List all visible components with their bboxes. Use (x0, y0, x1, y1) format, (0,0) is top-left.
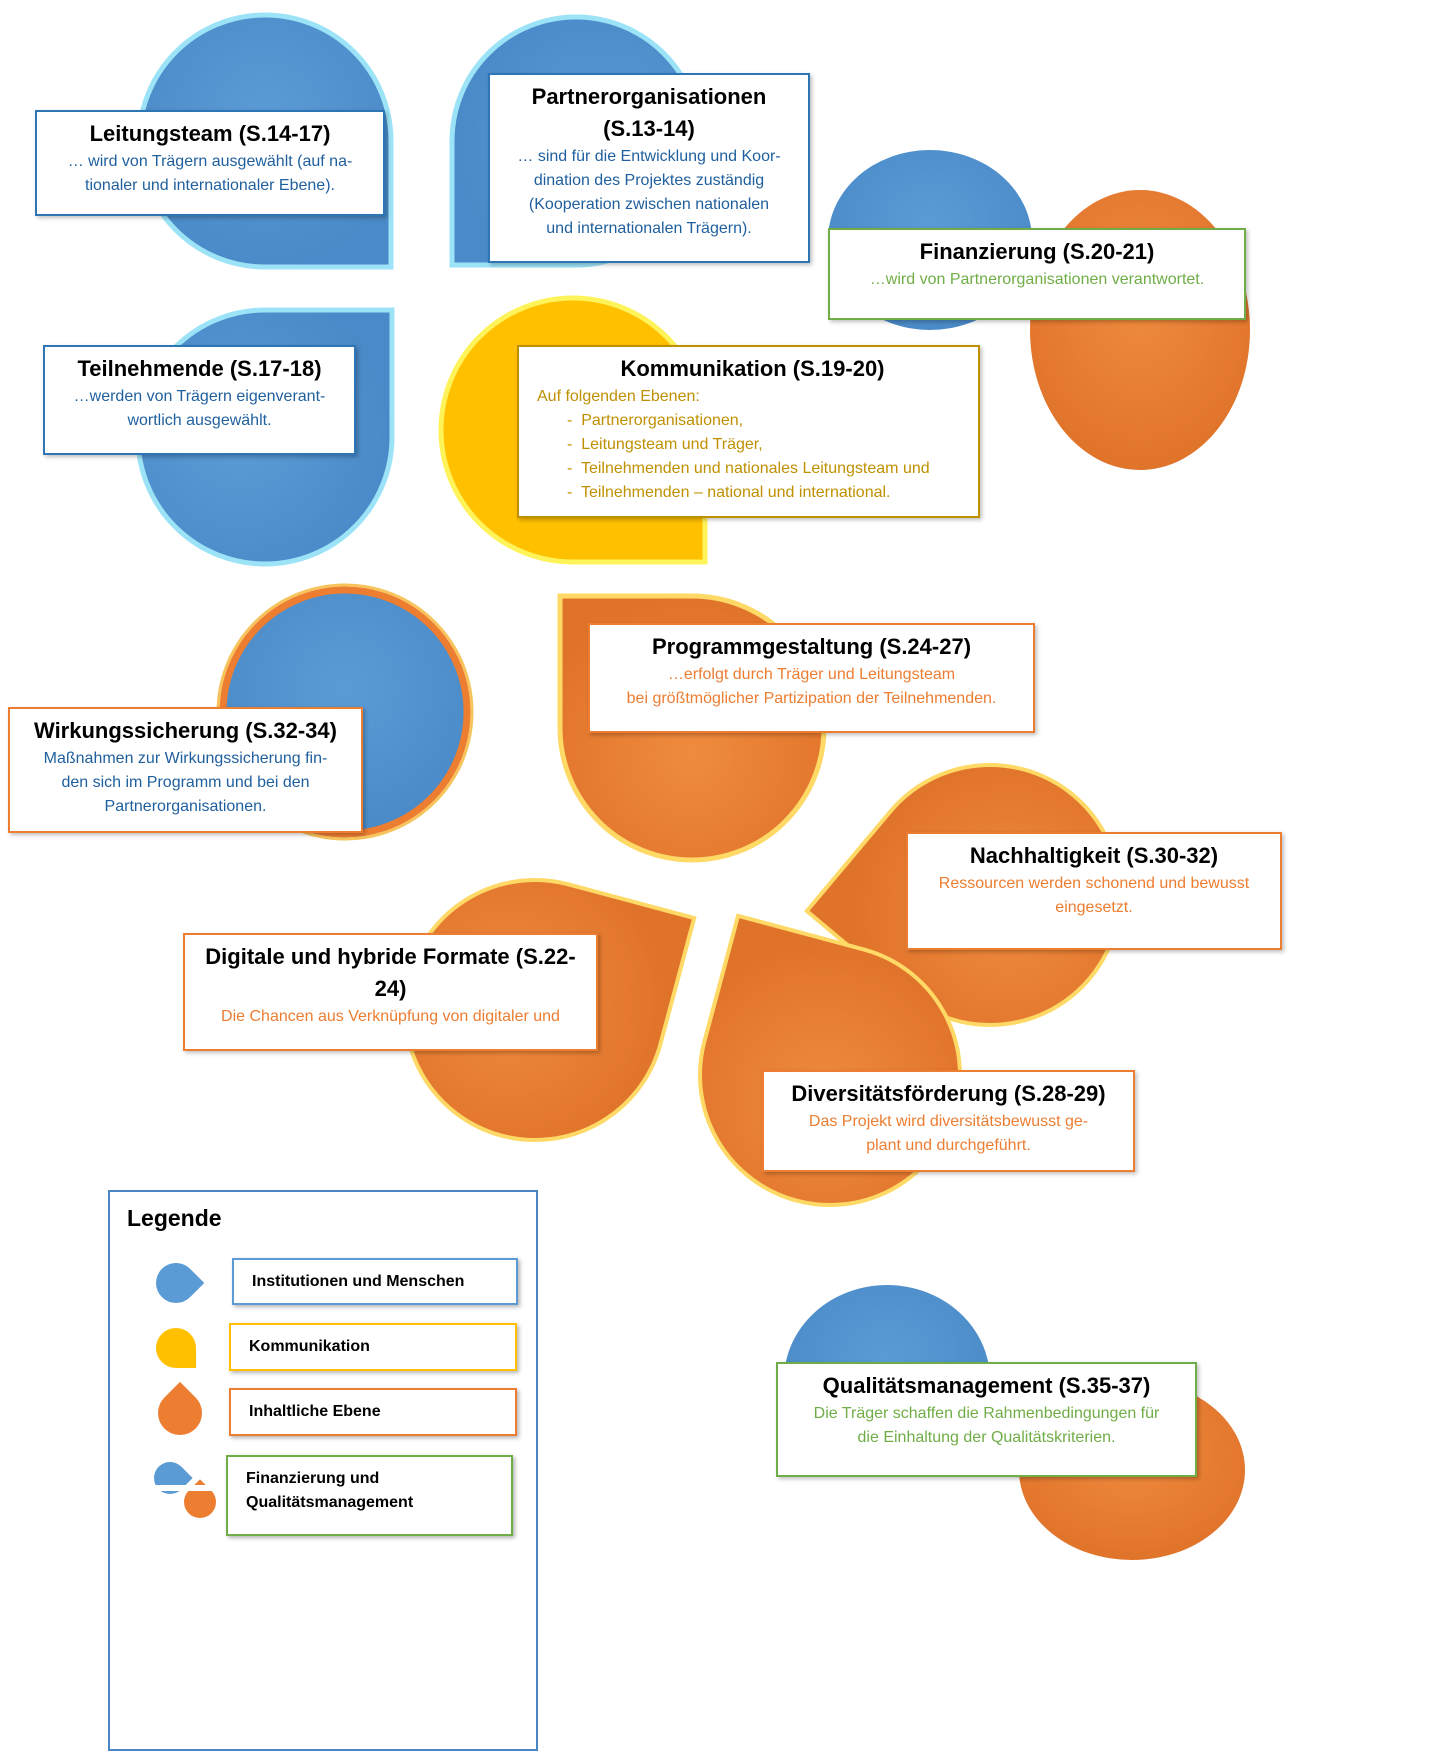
drop-shape (156, 1328, 196, 1368)
node-text: Die Chancen aus Verknüpfung von digitale… (221, 1008, 560, 1025)
node-box: Leitungsteam (S.14-17) … wird von Trägern… (35, 110, 385, 216)
node-text: …wird von Partnerorganisationen verantwo… (869, 271, 1205, 288)
node-title: Teilnehmende (S.17-18) (77, 356, 322, 381)
drop-shape (158, 1381, 202, 1435)
node-text: eingesetzt. (1055, 899, 1133, 916)
list-item: Teilnehmenden und nationales Leitungstea… (567, 457, 968, 481)
node-title: Wirkungssicherung (S.32-34) (34, 718, 337, 743)
node-title: Diversitätsförderung (S.28-29) (791, 1081, 1106, 1106)
node-text: die Einhaltung der Qualitätskriterien. (857, 1429, 1116, 1446)
legend-title: Legende (127, 1205, 222, 1231)
node-text: dination des Projektes zuständig (533, 172, 765, 189)
node-box: Digitale und hybride Formate (S.22-24) Di… (183, 933, 598, 1051)
node-text: bei größtmöglicher Partizipation der Tei… (626, 690, 997, 707)
node-box: Teilnehmende (S.17-18) …werden von Träger… (43, 345, 356, 455)
node-text: …erfolgt durch Träger und Leitungsteam (667, 666, 956, 683)
node-text: Ressourcen werden schonend und bewusst (938, 875, 1250, 892)
node-title: Finanzierung (S.20-21) (919, 239, 1155, 264)
node-title: Partnerorganisationen (S.13-14) (531, 84, 767, 141)
node-text: plant und durchgeführt. (866, 1137, 1031, 1154)
node-text: tionaler und internationaler Ebene). (85, 177, 335, 194)
node-text: wortlich ausgewählt. (127, 412, 272, 429)
node-box: Partnerorganisationen (S.13-14) … sind fü… (488, 73, 810, 263)
node-box: Kommunikation (S.19-20) Auf folgenden Ebe… (517, 345, 980, 518)
node-text: und internationalen Trägern). (546, 220, 752, 237)
list-item: Teilnehmenden – national und internation… (567, 481, 968, 505)
legend-item: Finanzierung und Qualitätsmanagement (226, 1455, 513, 1536)
node-title: Leitungsteam (S.14-17) (89, 121, 331, 146)
legend-item: Inhaltliche Ebene (229, 1388, 517, 1436)
node-text: den sich im Programm und bei den (61, 774, 310, 791)
node-text: …werden von Trägern eigenverant- (73, 388, 326, 405)
node-text: Maßnahmen zur Wirkungssicherung fin- (43, 750, 328, 767)
legend-box (108, 1190, 538, 1751)
legend-item: Institutionen und Menschen (232, 1258, 518, 1305)
node-box: Qualitätsmanagement (S.35-37) Die Träger … (776, 1362, 1197, 1477)
list-item: Leitungsteam und Träger, (567, 433, 968, 457)
node-text: Die Träger schaffen die Rahmenbedingunge… (813, 1405, 1160, 1422)
node-text: Partnerorganisationen. (104, 798, 267, 815)
legend-item: Kommunikation (229, 1323, 517, 1371)
node-title: Kommunikation (S.19-20) (620, 356, 885, 381)
node-list: Partnerorganisationen,Leitungsteam und T… (537, 409, 968, 505)
node-text: (Kooperation zwischen nationalen (528, 196, 770, 213)
node-box: Finanzierung (S.20-21) …wird von Partnero… (828, 228, 1246, 320)
node-box: Diversitätsförderung (S.28-29) Das Projek… (762, 1070, 1135, 1172)
list-item: Partnerorganisationen, (567, 409, 968, 433)
node-text: … wird von Trägern ausgewählt (auf na- (67, 153, 353, 170)
node-text: Auf folgenden Ebenen: (537, 388, 700, 405)
node-box: Wirkungssicherung (S.32-34) Maßnahmen zur… (8, 707, 363, 833)
node-title: Programmgestaltung (S.24-27) (651, 634, 972, 659)
node-title: Nachhaltigkeit (S.30-32) (969, 843, 1219, 868)
node-box: Nachhaltigkeit (S.30-32) Ressourcen werde… (906, 832, 1282, 950)
node-title: Digitale und hybride Formate (S.22-24) (205, 944, 576, 1001)
node-box: Programmgestaltung (S.24-27) …erfolgt dur… (588, 623, 1035, 733)
node-title: Qualitätsmanagement (S.35-37) (822, 1373, 1151, 1398)
node-text: Das Projekt wird diversitätsbewusst ge- (808, 1113, 1089, 1130)
node-text: … sind für die Entwicklung und Koor- (517, 148, 781, 165)
drop-shape (156, 1263, 205, 1303)
legend-sep (146, 1485, 216, 1491)
